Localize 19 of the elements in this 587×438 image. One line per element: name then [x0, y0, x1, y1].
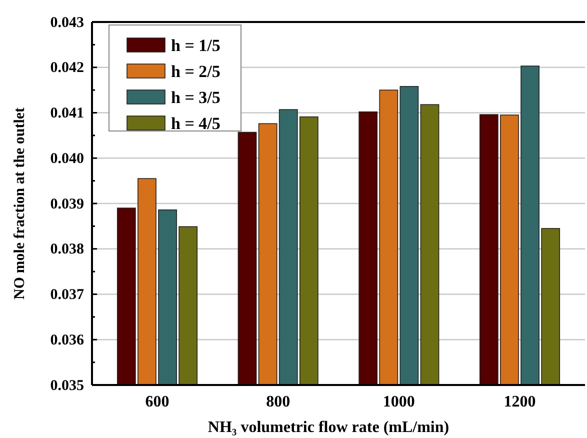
x-tick-label: 800 — [266, 393, 290, 410]
y-tick-label: 0.040 — [50, 150, 84, 167]
y-tick-label: 0.041 — [50, 106, 84, 122]
legend-label: h = 2/5 — [171, 62, 220, 81]
y-tick-label: 0.037 — [50, 287, 84, 304]
y-tick-label: 0.039 — [50, 196, 84, 212]
x-tick-label: 600 — [145, 393, 170, 410]
y-tick-label: 0.035 — [50, 378, 84, 394]
x-tick-label: 1200 — [504, 393, 536, 410]
legend-label: h = 1/5 — [171, 36, 220, 55]
legend-label: h = 3/5 — [171, 88, 220, 107]
y-tick-label: 0.042 — [50, 60, 84, 76]
y-tick-label: 0.036 — [50, 332, 84, 348]
y-tick-label: 0.038 — [50, 242, 84, 258]
x-tick-label: 1000 — [382, 393, 415, 410]
y-axis-title: NO mole fraction at the outlet — [12, 107, 28, 300]
x-axis-title: NH₃ volumetric flow rate (mL/min) — [208, 419, 450, 436]
legend-label: h = 4/5 — [171, 114, 220, 133]
y-tick-label: 0.043 — [50, 14, 84, 31]
